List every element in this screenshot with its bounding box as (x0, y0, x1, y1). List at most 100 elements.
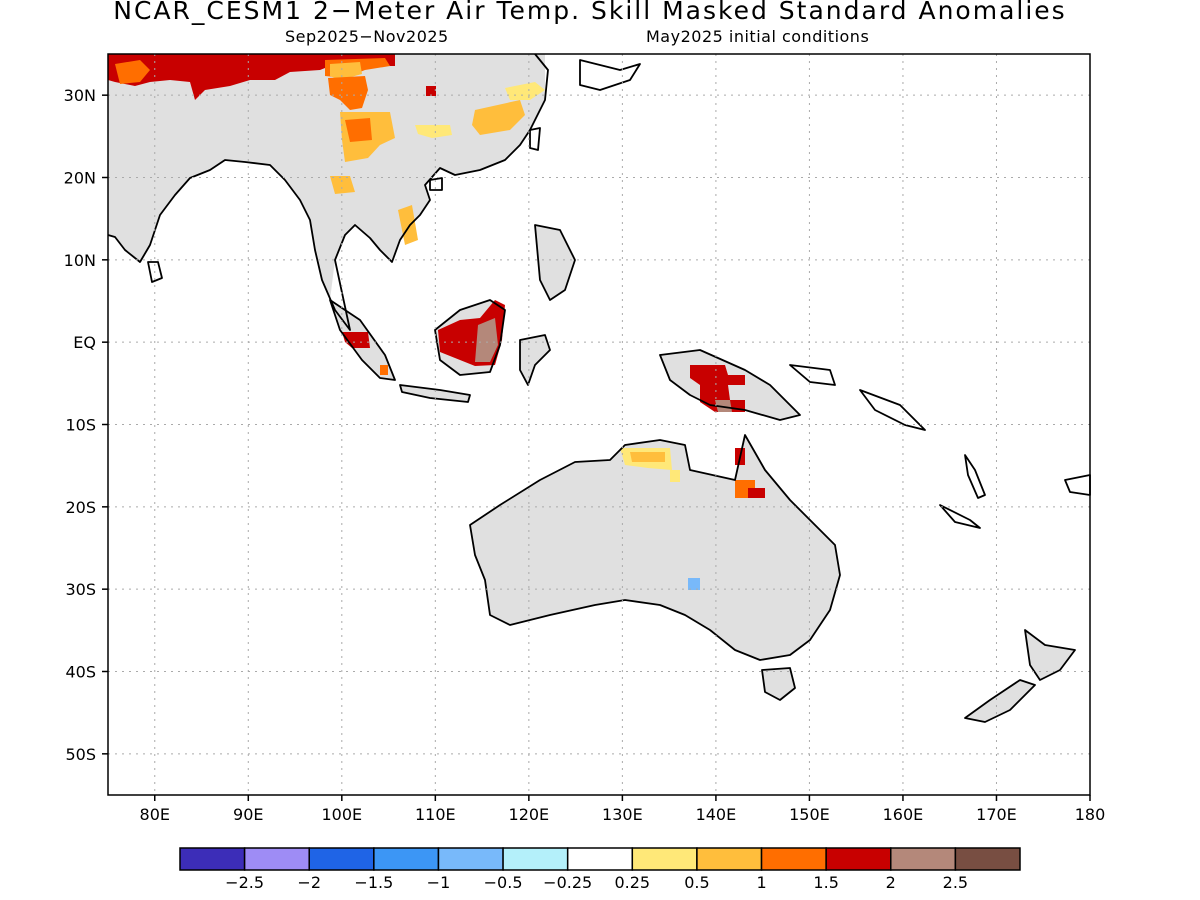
colorbar-swatch (760, 847, 827, 871)
colorbar-label: 2 (886, 873, 896, 892)
anomaly-tibet-orange (115, 60, 150, 84)
lon-tick-label: 150E (789, 805, 830, 824)
lat-tick-label: EQ (73, 333, 96, 352)
lon-tick-label: 110E (415, 805, 456, 824)
anomaly-east-china-yellow (472, 100, 525, 135)
colorbar-swatch (696, 847, 763, 871)
lat-tick-label: 10N (64, 251, 96, 270)
colorbar-swatch (373, 847, 440, 871)
sumatra-coastline (329, 299, 396, 381)
colorbar-label: −0.25 (543, 873, 592, 892)
nz-north-land (1025, 630, 1075, 680)
sulawesi-coastline (519, 334, 551, 386)
vanuatu-coastline (964, 454, 986, 499)
initial-conditions-subtitle: May2025 initial conditions (646, 27, 870, 46)
nz-south-coastline (964, 679, 1036, 723)
philippines-coastline (534, 224, 576, 301)
colorbar-swatch (631, 847, 698, 871)
longitude-ticks: 80E 90E 100E 110E 120E 130E 140E 150E 160E 170E 18… (140, 795, 1106, 824)
java-land (400, 385, 470, 402)
colorbar-label: −1 (427, 873, 451, 892)
season-subtitle: Sep2025−Nov2025 (285, 27, 449, 46)
lat-tick-label: 40S (65, 663, 96, 682)
new-caledonia-coastline (939, 504, 981, 529)
lat-tick-label: 30N (64, 86, 96, 105)
nz-north-coastline (1024, 629, 1076, 681)
colorbar-swatch (954, 847, 1021, 871)
colorbar-swatch (437, 847, 504, 871)
sri-lanka-coastline (147, 261, 163, 283)
anomaly-central-aus-blue (688, 578, 700, 590)
lat-tick-label: 20S (65, 498, 96, 517)
gridlines (108, 54, 1090, 795)
colorbar-label: −2.5 (225, 873, 264, 892)
anomaly-sumatra-red (342, 332, 370, 348)
new-guinea-coastline (659, 349, 801, 421)
borneo-coastline (434, 299, 506, 376)
asia-coastline (107, 53, 549, 331)
solomons-coastline (859, 389, 926, 431)
lon-tick-label: 170E (976, 805, 1017, 824)
colorbar-label: 2.5 (943, 873, 968, 892)
anomaly-china-red-dot (426, 86, 436, 96)
asia-land (108, 54, 545, 330)
tasmania-land (762, 668, 795, 700)
anomaly-china-yellow-small (415, 125, 452, 138)
colorbar-label: 1.5 (813, 873, 838, 892)
philippines-land (535, 225, 575, 300)
latitude-ticks: 30N 20N 10N EQ 10S 20S 30S 40S 50S (64, 86, 108, 764)
coastlines (107, 53, 1091, 723)
new-britain-coastline (789, 364, 836, 386)
colorbar-label: −2 (297, 873, 321, 892)
lon-tick-label: 160E (883, 805, 924, 824)
anomaly-kimberley-yellow (670, 470, 680, 482)
anomaly-china-orange (328, 76, 368, 110)
anomaly-sumatra-orange (380, 365, 388, 375)
lat-tick-label: 20N (64, 169, 96, 188)
map-title: NCAR_CESM1 2−Meter Air Temp. Skill Maske… (113, 0, 1067, 25)
colorbar-label: −0.5 (484, 873, 523, 892)
lon-tick-label: 130E (602, 805, 643, 824)
colorbar-label: 0.5 (684, 873, 709, 892)
lon-tick-label: 180 (1075, 805, 1106, 824)
lon-tick-label: 100E (321, 805, 362, 824)
colorbar-boxes (179, 847, 1021, 871)
australia-coastline (469, 434, 841, 661)
japan-coastline (579, 59, 641, 91)
anomaly-png-brown (715, 400, 732, 412)
hainan-coastline (429, 177, 443, 191)
colorbar-label: −1.5 (354, 873, 393, 892)
anomaly-cells-layer (108, 54, 765, 590)
colorbar-label: 0.25 (614, 873, 650, 892)
masked-land-layer (108, 54, 1075, 722)
colorbar-swatch (502, 847, 569, 871)
anomaly-tibet-red (108, 54, 395, 100)
colorbar-swatch (890, 847, 957, 871)
colorbar-label: 1 (756, 873, 766, 892)
anomaly-arnhem-orange (630, 452, 665, 462)
anomaly-png-red (690, 365, 745, 412)
colorbar-labels: −2.5 −2 −1.5 −1 −0.5 −0.25 0.25 0.5 1 1.5 2 2.5 (225, 873, 968, 892)
colorbar-swatch (566, 847, 634, 871)
anomaly-tibet-yellow (330, 62, 362, 80)
nz-south-land (965, 680, 1035, 722)
sulawesi-land (520, 335, 550, 385)
lat-tick-label: 10S (65, 416, 96, 435)
java-coastline (399, 384, 471, 403)
colorbar-swatch (825, 847, 892, 871)
lon-tick-label: 140E (696, 805, 737, 824)
colorbar-swatch (179, 847, 246, 871)
anomaly-china-orange-2 (345, 118, 372, 142)
lat-tick-label: 50S (65, 745, 96, 764)
lon-tick-label: 80E (140, 805, 170, 824)
colorbar-swatch (243, 847, 310, 871)
anomaly-qld-red (748, 488, 765, 498)
colorbar-swatch (308, 847, 375, 871)
lon-tick-label: 120E (509, 805, 550, 824)
anomaly-borneo-brown (475, 318, 498, 362)
anomaly-myanmar-yellow (330, 176, 355, 194)
tasmania-coastline (761, 667, 796, 701)
lon-tick-label: 90E (233, 805, 263, 824)
